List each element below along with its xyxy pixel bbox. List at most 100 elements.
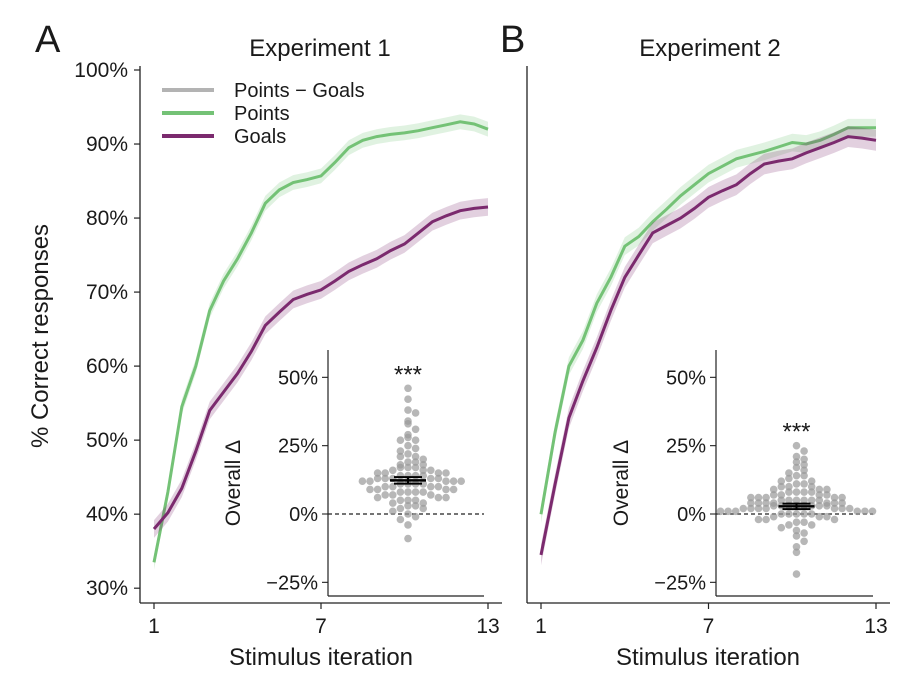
x-tick-label: 13 bbox=[476, 615, 499, 638]
inset-data-point bbox=[419, 504, 428, 513]
inset-data-point bbox=[442, 493, 450, 502]
inset-data-point bbox=[800, 461, 808, 469]
inset-data-point bbox=[404, 463, 412, 472]
inset-data-point bbox=[815, 512, 824, 521]
inset-data-point bbox=[792, 488, 801, 496]
inset-data-point bbox=[785, 521, 793, 529]
inset-data-point bbox=[769, 502, 778, 510]
inset-data-point bbox=[800, 537, 808, 546]
inset-data-point bbox=[792, 471, 801, 480]
inset-data-point bbox=[419, 471, 428, 480]
inset-data-point bbox=[815, 485, 824, 494]
inset-data-point bbox=[777, 477, 786, 486]
inset-data-point bbox=[449, 477, 458, 486]
inset-data-point bbox=[807, 510, 816, 518]
y-tick-label: 40% bbox=[86, 503, 128, 526]
inset-data-point bbox=[792, 548, 801, 557]
inset-data-point bbox=[411, 444, 420, 453]
inset-significance-stars: *** bbox=[394, 361, 422, 388]
panel-b-x-axis-label: Stimulus iteration bbox=[616, 644, 800, 671]
inset-data-point bbox=[739, 504, 748, 513]
inset-data-point bbox=[404, 420, 412, 428]
inset-data-point bbox=[777, 496, 786, 505]
inset-data-point bbox=[427, 482, 435, 491]
x-tick-label: 1 bbox=[535, 615, 547, 638]
inset-data-point bbox=[830, 515, 839, 524]
inset-data-point bbox=[389, 499, 397, 507]
inset-data-point bbox=[358, 477, 367, 486]
inset-data-point bbox=[434, 493, 443, 502]
inset-data-point bbox=[792, 543, 801, 551]
inset-data-point bbox=[792, 441, 801, 450]
inset-data-point bbox=[724, 507, 732, 516]
inset-data-point bbox=[373, 493, 382, 502]
inset-data-point bbox=[449, 485, 458, 494]
y-axis-label: % Correct responses bbox=[27, 224, 54, 448]
inset-data-point bbox=[381, 482, 390, 491]
inset-data-point bbox=[800, 496, 808, 505]
inset-data-point bbox=[373, 485, 382, 494]
inset-data-point bbox=[411, 488, 420, 496]
inset-data-point bbox=[404, 534, 412, 543]
inset-data-point bbox=[411, 512, 420, 521]
inset-data-point bbox=[800, 447, 808, 455]
inset-data-point bbox=[807, 496, 816, 505]
inset-data-point bbox=[366, 485, 374, 494]
inset-data-point bbox=[389, 466, 397, 475]
inset-data-point bbox=[807, 488, 816, 496]
inset-data-point bbox=[411, 502, 420, 510]
inset-data-point bbox=[792, 452, 801, 461]
inset-data-point bbox=[762, 515, 770, 524]
inset-data-point bbox=[411, 458, 420, 466]
inset-data-point bbox=[815, 491, 824, 499]
inset-data-point bbox=[838, 499, 846, 507]
inset-data-point bbox=[411, 425, 420, 434]
series-line-goals bbox=[539, 135, 877, 556]
inset-data-point bbox=[815, 496, 824, 505]
inset-data-point bbox=[396, 488, 405, 496]
legend-label-goals: Goals bbox=[234, 126, 286, 148]
inset-data-point bbox=[404, 441, 412, 450]
y-tick-label: 90% bbox=[86, 133, 128, 156]
inset-data-point bbox=[404, 521, 412, 529]
inset-data-point bbox=[762, 493, 770, 502]
inset-data-point bbox=[731, 507, 740, 516]
inset-data-point bbox=[785, 482, 793, 491]
inset-y-tick-label: 50% bbox=[666, 367, 706, 389]
inset-data-point bbox=[823, 485, 831, 494]
panel-b-title: Experiment 2 bbox=[639, 35, 780, 62]
inset-data-point bbox=[830, 499, 839, 507]
panel-letter-b: B bbox=[500, 19, 525, 61]
inset-data-point bbox=[396, 471, 405, 480]
inset-data-point bbox=[442, 485, 450, 494]
inset-data-point bbox=[792, 458, 801, 466]
inset-data-point bbox=[845, 504, 854, 513]
inset-data-point bbox=[800, 455, 808, 464]
inset-data-point bbox=[404, 384, 412, 393]
panel-letter-a: A bbox=[35, 19, 61, 61]
inset-data-point bbox=[373, 469, 382, 477]
inset-data-point bbox=[404, 488, 412, 496]
panel-a-inset: −25% 0% 25% 50% Overall Δ *** bbox=[222, 346, 486, 598]
inset-data-point bbox=[396, 496, 405, 505]
inset-data-point bbox=[716, 507, 725, 516]
inset-data-point bbox=[800, 510, 808, 518]
inset-y-tick-label: 0% bbox=[289, 504, 318, 526]
inset-data-point bbox=[389, 491, 397, 499]
y-tick-label: 100% bbox=[74, 59, 128, 82]
inset-data-point bbox=[785, 469, 793, 477]
inset-data-point bbox=[396, 452, 405, 461]
inset-data-point bbox=[419, 466, 428, 475]
inset-data-point bbox=[404, 395, 412, 404]
inset-y-tick-label: −25% bbox=[266, 572, 318, 594]
inset-data-point bbox=[373, 474, 382, 483]
inset-data-point bbox=[389, 482, 397, 491]
inset-data-point bbox=[800, 518, 808, 526]
inset-data-point bbox=[404, 502, 412, 510]
inset-data-point bbox=[807, 521, 816, 529]
series-line-points bbox=[152, 120, 489, 563]
inset-data-point bbox=[800, 488, 808, 496]
inset-data-point bbox=[427, 466, 435, 475]
inset-data-point bbox=[800, 529, 808, 537]
